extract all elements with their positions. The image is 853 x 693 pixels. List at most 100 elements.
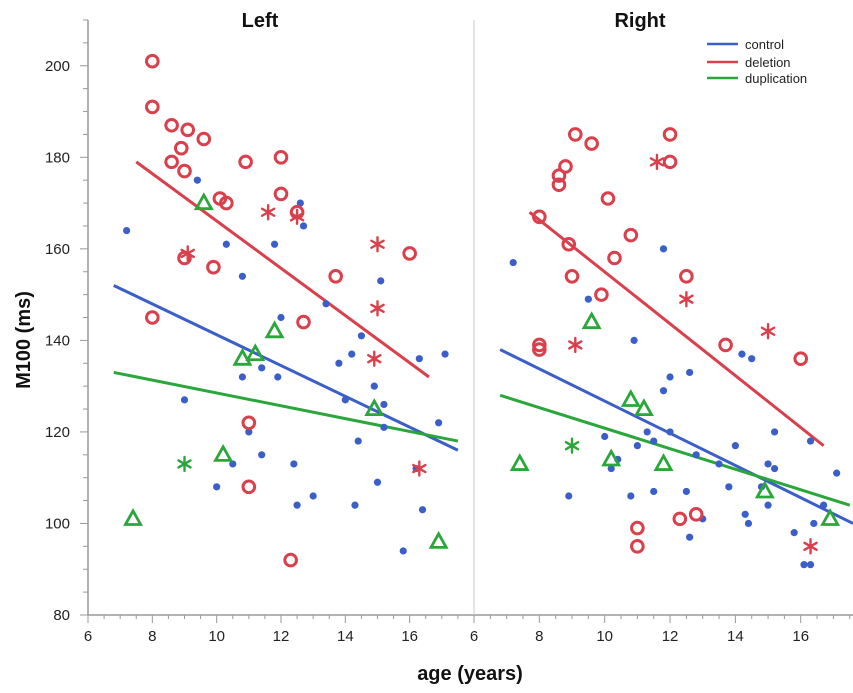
fit-line-control <box>499 348 853 525</box>
point-control <box>748 355 756 363</box>
x-tick-label: 12 <box>662 628 679 645</box>
point-deletion <box>551 177 567 193</box>
point-deletion <box>630 520 645 536</box>
point-control <box>373 478 382 486</box>
point-deletion-asterisk <box>289 208 305 226</box>
x-tick-label: 16 <box>792 628 809 645</box>
point-deletion <box>561 236 577 252</box>
point-control <box>222 240 230 248</box>
point-deletion <box>607 250 622 266</box>
point-control <box>509 258 517 267</box>
point-deletion <box>532 342 547 357</box>
point-control <box>435 419 443 427</box>
x-axis-title: age (years) <box>417 663 523 685</box>
point-duplication <box>232 347 253 366</box>
point-deletion <box>238 154 253 170</box>
point-control <box>819 501 828 509</box>
point-control <box>238 373 246 381</box>
point-deletion-asterisk <box>260 204 276 221</box>
chart-frame: 80 100 120 140 160 180 200 <box>45 19 853 624</box>
point-deletion <box>180 122 196 138</box>
point-deletion <box>594 287 609 302</box>
point-deletion <box>241 479 257 495</box>
x-tick-label: 14 <box>727 628 744 645</box>
legend-label-control: control <box>745 37 784 52</box>
point-control <box>650 437 658 445</box>
point-duplication-asterisk <box>177 455 192 473</box>
point-control <box>180 396 189 404</box>
point-control <box>682 487 690 496</box>
point-control <box>213 483 221 491</box>
point-deletion <box>672 511 688 527</box>
point-control <box>744 519 753 528</box>
point-duplication <box>213 443 234 462</box>
point-control <box>441 350 449 358</box>
y-tick-label: 100 <box>45 515 70 532</box>
point-duplication <box>245 343 266 362</box>
point-duplication <box>653 453 674 471</box>
point-duplication <box>633 398 654 417</box>
point-control <box>607 464 615 473</box>
point-control <box>290 460 298 468</box>
point-control <box>565 492 573 500</box>
point-control <box>806 561 815 569</box>
x-tick-label: 12 <box>273 628 290 645</box>
point-deletion <box>688 507 704 522</box>
point-control <box>415 355 423 363</box>
point-duplication <box>581 311 602 330</box>
point-deletion-asterisk <box>370 236 385 253</box>
point-control <box>354 437 362 445</box>
point-deletion <box>551 168 567 183</box>
point-duplication <box>820 508 841 526</box>
point-duplication <box>620 389 641 407</box>
point-deletion <box>196 131 212 147</box>
point-control <box>731 442 739 450</box>
panel-right: 6 8 10 12 14 16 <box>470 127 853 645</box>
point-deletion <box>679 269 694 284</box>
point-deletion <box>145 53 160 69</box>
point-deletion <box>241 415 257 431</box>
point-deletion <box>328 269 343 284</box>
point-deletion <box>600 191 616 206</box>
point-deletion <box>567 127 583 142</box>
fit-line-duplication <box>113 370 459 443</box>
x-tick-label: 14 <box>337 628 354 645</box>
y-tick-label: 160 <box>45 241 70 258</box>
legend-label-deletion: deletion <box>745 55 791 70</box>
point-control <box>245 428 253 436</box>
point-control <box>418 506 427 514</box>
point-duplication <box>123 508 144 526</box>
point-control <box>790 529 798 537</box>
point-control <box>643 428 651 436</box>
point-deletion <box>206 259 221 275</box>
point-control <box>800 561 808 569</box>
point-deletion <box>793 351 809 366</box>
x-tick-label: 6 <box>84 628 92 645</box>
point-control <box>299 222 308 230</box>
x-tick-label: 10 <box>596 628 613 645</box>
point-deletion <box>532 337 547 353</box>
point-control <box>370 382 378 390</box>
point-deletion <box>558 159 573 174</box>
point-control <box>666 428 674 436</box>
point-control <box>296 199 304 207</box>
point-control <box>380 423 388 431</box>
point-deletion <box>283 552 298 568</box>
point-deletion <box>532 209 547 225</box>
point-control <box>666 373 674 381</box>
point-deletion <box>584 136 599 151</box>
point-control <box>764 460 772 468</box>
point-control <box>357 332 366 340</box>
point-control <box>764 501 772 509</box>
point-control <box>123 226 131 235</box>
point-control <box>810 519 818 528</box>
point-control <box>341 396 349 404</box>
point-deletion-asterisk <box>679 290 694 308</box>
point-control <box>633 442 641 450</box>
point-duplication <box>428 530 449 549</box>
point-control <box>833 469 841 477</box>
point-deletion <box>630 539 645 554</box>
point-control <box>351 501 359 509</box>
point-deletion <box>273 186 289 202</box>
point-deletion <box>718 337 733 353</box>
